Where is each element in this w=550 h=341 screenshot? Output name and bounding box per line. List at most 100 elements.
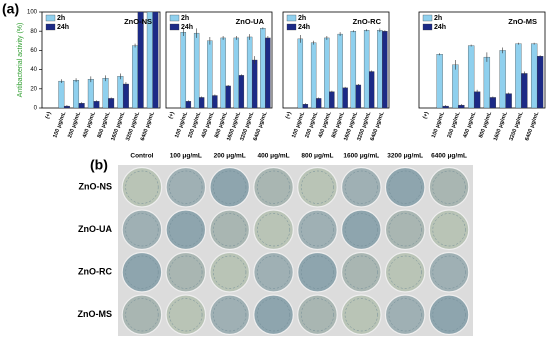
x-tick-label: 800 μg/mL: [331, 111, 346, 139]
bar: [180, 32, 187, 109]
dish-inner: [344, 170, 378, 204]
bar: [207, 40, 213, 109]
bar: [350, 31, 357, 109]
bar: [251, 59, 258, 109]
row-header: ZnO-MS: [78, 309, 113, 319]
petri-dish: [165, 209, 207, 251]
x-tick-label: (+): [168, 111, 176, 120]
legend-label: 24h: [298, 24, 310, 31]
bar: [337, 33, 343, 109]
dish-inner: [432, 255, 466, 289]
dish-inner: [344, 298, 378, 332]
y-tick-label: 40: [30, 67, 37, 73]
x-tick-label: 400 μg/mL: [82, 111, 97, 139]
petri-dish: [121, 166, 163, 208]
bar: [122, 83, 129, 109]
petri-dish: [340, 166, 382, 208]
y-tick-label: 0: [34, 106, 38, 112]
legend-label: 2h: [298, 15, 306, 22]
dish-inner: [125, 298, 159, 332]
petri-dish: [340, 294, 382, 336]
x-tick-label: 800 μg/mL: [478, 111, 493, 139]
bar: [489, 97, 497, 109]
bar: [238, 75, 245, 109]
dish-inner: [257, 255, 291, 289]
petri-dish: [340, 209, 382, 251]
column-header: 800 μg/mL: [301, 153, 333, 160]
petri-dish: [121, 209, 163, 251]
dish-inner: [344, 255, 378, 289]
y-tick-label: 20: [30, 86, 37, 92]
bar: [324, 37, 330, 109]
x-tick-label: 400 μg/mL: [318, 111, 333, 139]
legend-label: 2h: [181, 15, 189, 22]
petri-dish: [297, 251, 338, 293]
bar: [473, 91, 481, 109]
panel-label: (b): [90, 157, 108, 173]
dish-inner: [213, 298, 247, 332]
dish-inner: [257, 213, 291, 247]
column-header: 100 μg/mL: [170, 153, 202, 160]
dish-inner: [213, 170, 247, 204]
dish-inner: [169, 255, 203, 289]
x-tick-label: 3200 μg/mL: [125, 111, 141, 142]
x-tick-label: 100 μg/mL: [52, 111, 67, 139]
x-tick-label: (+): [422, 111, 430, 120]
chart-title: ZnO-NS: [124, 17, 152, 26]
dish-inner: [125, 213, 159, 247]
petri-dish: [165, 294, 207, 336]
dish-inner: [388, 255, 422, 289]
y-tick-label: 60: [30, 48, 37, 54]
plot-frame: [165, 11, 273, 109]
column-header: 200 μg/mL: [214, 153, 246, 160]
dish-inner: [125, 255, 159, 289]
dish-inner: [169, 213, 203, 247]
x-tick-label: 200 μg/mL: [447, 111, 462, 139]
bar: [377, 30, 383, 109]
petri-dish: [209, 294, 251, 336]
bar: [363, 30, 370, 109]
column-header: Control: [130, 153, 153, 160]
petri-dish: [253, 209, 294, 251]
bar: [368, 71, 375, 109]
row-header: ZnO-NS: [79, 182, 113, 192]
petri-dish: [253, 166, 294, 208]
dish-inner: [300, 213, 334, 247]
column-header: 400 μg/mL: [257, 153, 289, 160]
bar: [193, 32, 200, 109]
bar: [246, 36, 253, 109]
dish-inner: [257, 170, 291, 204]
bar: [185, 101, 192, 109]
x-tick-label: 800 μg/mL: [214, 111, 229, 139]
x-tick-label: 800 μg/mL: [97, 111, 112, 139]
bar: [220, 37, 226, 109]
bar: [260, 28, 266, 109]
legend-label: 24h: [181, 24, 193, 31]
petri-dish: [253, 251, 294, 293]
x-tick-label: (+): [285, 111, 293, 120]
x-tick-label: 6400 μg/mL: [370, 111, 386, 142]
bar: [382, 31, 388, 109]
x-tick-label: 200 μg/mL: [304, 111, 319, 139]
bar: [146, 11, 153, 109]
plot-frame: [41, 11, 161, 109]
x-tick-label: 6400 μg/mL: [253, 111, 269, 142]
petri-dish: [253, 294, 294, 336]
panel-label: (a): [2, 1, 19, 17]
petri-dish: [340, 251, 382, 293]
legend-swatch: [286, 14, 297, 22]
petri-dish: [209, 251, 251, 293]
chart-title: ZnO-UA: [236, 17, 265, 26]
bar: [102, 78, 109, 109]
legend-swatch: [422, 14, 433, 22]
x-tick-label: 400 μg/mL: [462, 111, 477, 139]
petri-dish: [165, 251, 207, 293]
x-tick-label: 1600 μg/mL: [493, 111, 509, 142]
x-tick-label: 100 μg/mL: [431, 111, 446, 139]
x-tick-label: 6400 μg/mL: [524, 111, 540, 142]
x-tick-label: 3200 μg/mL: [509, 111, 525, 142]
legend-label: 2h: [57, 15, 65, 22]
bar: [483, 56, 491, 109]
bar: [225, 85, 231, 109]
